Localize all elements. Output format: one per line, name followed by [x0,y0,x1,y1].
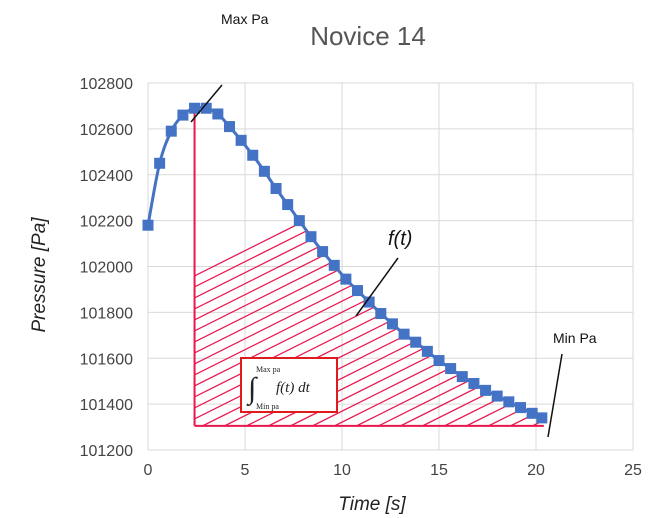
max-pointer-line [190,84,223,123]
data-point [177,109,189,121]
integral-body: f(t) dt [276,380,311,396]
data-point [258,165,270,177]
data-point [200,102,212,114]
x-tick-label: 10 [333,462,351,479]
data-point [189,102,201,114]
y-tick-label: 102200 [80,214,133,231]
data-point [328,259,340,271]
data-point [165,125,177,137]
data-point [235,134,247,146]
hatch-line [194,215,425,426]
data-curve [146,105,543,420]
hatch-line [334,215,542,426]
hatch-line [194,215,315,426]
data-point [317,246,329,258]
y-tick-label: 101800 [80,305,133,322]
data-point [282,199,294,211]
hatch-line [194,215,381,426]
y-tick-label: 102400 [80,168,133,185]
hatch-line [488,215,542,426]
hatch-line [510,215,542,426]
data-point [270,183,282,195]
y-tick-label: 101200 [80,443,133,460]
y-tick-labels: 101200 101400 101600 101800 102000 102200 1024… [80,76,133,460]
annotations: Max Pa f(t) Min Pa ∫ Max pa Min pa f(t) … [190,11,597,438]
y-tick-label: 102600 [80,122,133,139]
curve-pointer-line [355,257,399,317]
x-tick-label: 20 [527,462,545,479]
data-point [491,390,503,402]
data-point [456,371,468,383]
x-tick-label: 0 [144,462,153,479]
y-tick-label: 102800 [80,76,133,93]
hatch-line [356,215,542,426]
x-tick-label: 5 [241,462,250,479]
hatch-line [621,216,663,426]
x-axis-label: Time [s] [338,494,406,515]
integral-formula-box: ∫ Max pa Min pa f(t) dt [240,357,338,413]
data-point [386,318,398,330]
data-point [223,121,235,133]
data-point [433,355,445,367]
data-markers [142,102,548,424]
hatch-line [194,215,337,426]
data-point [526,407,538,419]
hatch-line [194,215,359,426]
hatch-line [643,216,663,426]
chart-title: Novice 14 [310,21,426,51]
hatch-line [532,215,542,426]
hatch-line [194,215,542,426]
data-point [293,215,305,227]
y-tick-label: 101400 [80,397,133,414]
max-pa-label: Max Pa [221,11,269,27]
curve-label: f(t) [388,228,412,250]
hatch-line [378,215,542,426]
data-point [398,328,410,340]
data-point [514,402,526,414]
data-point [212,108,224,120]
x-tick-labels: 0 5 10 15 20 25 [144,462,642,479]
data-point [142,219,154,231]
data-point [247,149,259,161]
data-point [375,308,387,320]
data-point [340,273,352,285]
hatch-line [555,216,663,426]
data-point [410,336,422,348]
data-point [305,231,317,243]
y-tick-label: 102000 [80,260,133,277]
data-point [352,285,364,297]
data-point [468,377,480,389]
x-tick-label: 25 [624,462,642,479]
x-tick-label: 15 [430,462,448,479]
hatch-line [599,216,663,426]
y-tick-label: 101600 [80,351,133,368]
integral-lower-limit: Min pa [256,402,279,411]
data-point [154,157,166,169]
hatch-line [422,215,542,426]
data-point [421,345,433,357]
y-axis-label: Pressure [Pa] [29,217,50,333]
hatch-line [444,215,542,426]
data-point [536,412,548,424]
integral-upper-limit: Max pa [256,365,281,374]
integral-sign: ∫ [246,372,258,407]
min-pa-label: Min Pa [553,330,597,346]
data-point [445,363,457,375]
hatch-line [400,215,542,426]
data-point [503,396,515,408]
data-point [480,384,492,396]
hatch-line [577,216,663,426]
data-point [363,296,375,308]
min-pointer-line [547,353,563,438]
